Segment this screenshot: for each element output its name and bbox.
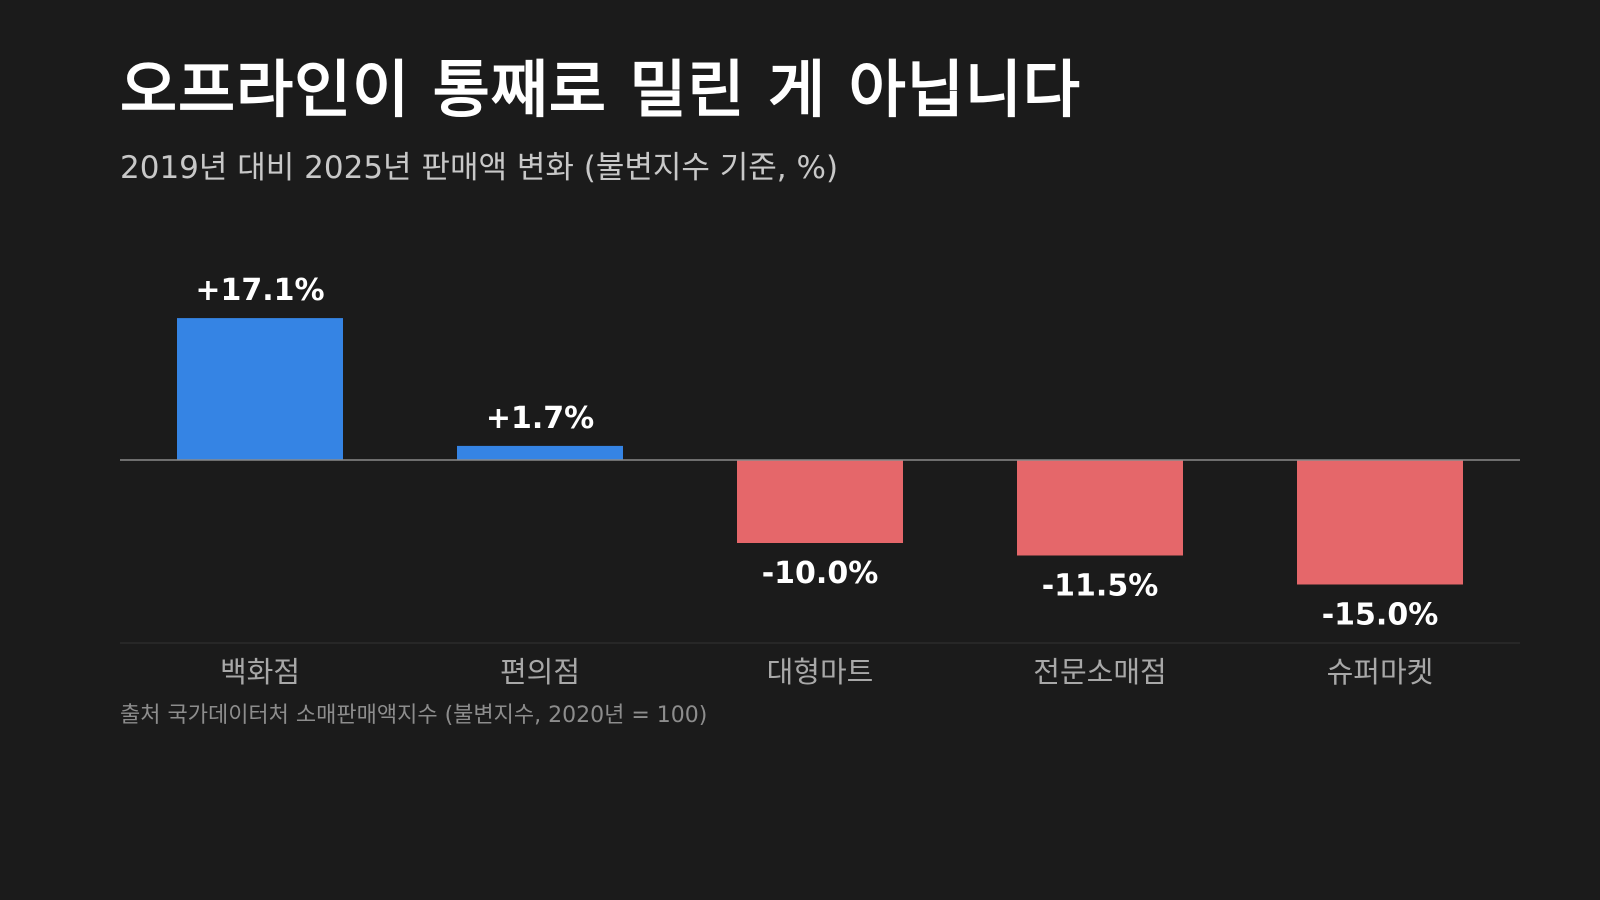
category-labels-layer: 백화점 편의점 대형마트 전문소매점 슈퍼마켓 [220, 655, 1433, 689]
bar-5 [1297, 460, 1463, 585]
category-label-2: 편의점 [500, 655, 580, 689]
value-label-2: +1.7% [486, 401, 594, 436]
bar-3 [737, 460, 903, 543]
category-label-5: 슈퍼마켓 [1327, 655, 1434, 689]
value-labels-layer: +17.1% +1.7% -10.0% -11.5% -15.0% [195, 273, 1438, 632]
bar-2 [457, 445, 623, 460]
category-label-1: 백화점 [220, 655, 300, 689]
value-label-5: -15.0% [1322, 598, 1439, 633]
source-note: 출처 국가데이터처 소매판매액지수 (불변지수, 2020년 = 100) [120, 703, 708, 728]
bars-layer [177, 318, 1463, 585]
chart-title: 오프라인이 통째로 밀린 게 아닙니다 [120, 53, 1081, 126]
value-label-3: -10.0% [762, 556, 879, 591]
category-label-4: 전문소매점 [1033, 655, 1166, 689]
chart-subtitle: 2019년 대비 2025년 판매액 변화 (불변지수 기준, %) [120, 150, 839, 186]
value-label-4: -11.5% [1042, 569, 1159, 604]
bar-1 [177, 318, 343, 460]
category-label-3: 대형마트 [767, 655, 874, 689]
bar-4 [1017, 460, 1183, 556]
value-label-1: +17.1% [195, 273, 324, 308]
